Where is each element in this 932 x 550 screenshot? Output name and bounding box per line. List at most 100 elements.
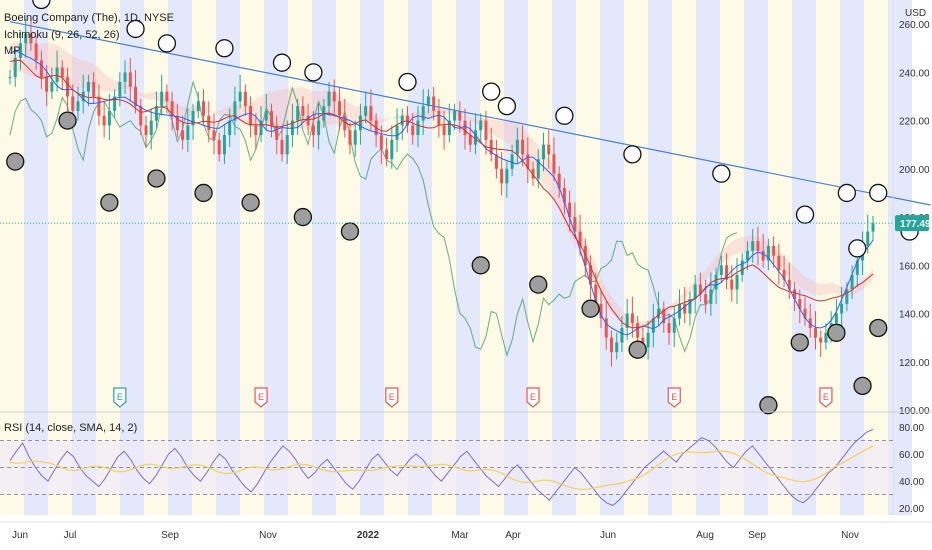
candle-body — [667, 323, 671, 333]
candle-body — [547, 144, 551, 155]
candle-body — [494, 154, 498, 169]
price-tick-label: 120.00 — [899, 358, 930, 369]
candle-body — [442, 125, 446, 136]
candle-body — [107, 110, 111, 126]
candle-body — [81, 91, 85, 102]
ichimoku-cloud — [10, 41, 873, 330]
candle-body — [458, 110, 462, 121]
candle-body — [113, 96, 117, 111]
earnings-marker — [819, 387, 833, 408]
candle-body — [343, 115, 347, 131]
candle-body — [615, 342, 619, 353]
candle-body — [332, 91, 336, 102]
candle-body — [824, 332, 828, 343]
candle-body — [505, 168, 509, 184]
candle-body — [196, 101, 200, 111]
candle-body — [254, 125, 258, 136]
candle-body — [395, 125, 399, 140]
mp-filled-circle — [581, 299, 600, 318]
candle-body — [698, 284, 702, 295]
candle-body — [338, 101, 342, 116]
candle-body — [693, 284, 697, 300]
candle-body — [191, 110, 195, 126]
time-tick-label: Jun — [12, 530, 28, 541]
mp-circles — [6, 0, 919, 415]
candle-body — [447, 120, 451, 136]
earnings-marker — [385, 387, 399, 408]
earnings-marker — [254, 387, 268, 408]
candle-body — [385, 149, 389, 160]
candle-body — [620, 328, 624, 343]
mp-open-circle — [869, 183, 888, 203]
candle-body — [369, 106, 373, 121]
candle-body — [60, 67, 64, 78]
mp-filled-circle — [759, 396, 778, 415]
candle-body — [55, 67, 59, 82]
candle-body — [39, 60, 43, 78]
candle-body — [735, 274, 739, 290]
earnings-label: E — [389, 392, 395, 402]
candle-body — [426, 96, 430, 107]
candle-body — [432, 96, 436, 111]
mp-open-circle — [126, 19, 145, 39]
mp-filled-circle — [58, 111, 77, 130]
mp-open-circle — [482, 82, 501, 101]
mp-filled-circle — [827, 323, 846, 342]
bg-stripe — [816, 0, 840, 515]
mp-open-circle — [272, 53, 292, 72]
bg-stripe — [288, 0, 312, 515]
candle-body — [651, 318, 655, 333]
ichimoku-lagging-span — [9, 80, 738, 358]
time-tick-label: Sep — [161, 530, 179, 541]
candle-body — [327, 91, 331, 107]
candle-body — [871, 223, 875, 232]
candle-body — [500, 168, 504, 184]
candle-body — [139, 106, 143, 126]
time-tick-label: Mar — [451, 530, 469, 541]
time-axis[interactable]: Jun Jul Sep Nov 2022 Mar Apr Jun Aug Sep Nov — [0, 521, 932, 541]
bg-stripe — [72, 0, 96, 515]
candle-body — [181, 130, 185, 140]
candle-body — [725, 265, 729, 280]
candle-body — [766, 246, 770, 261]
candle-body — [672, 318, 676, 333]
mp-filled-circle — [471, 256, 490, 275]
time-tick-label: Jul — [64, 530, 77, 541]
mp-filled-circle — [241, 193, 260, 212]
bg-stripe — [528, 0, 552, 515]
mp-filled-circle — [147, 169, 166, 188]
candle-body — [259, 120, 263, 136]
candle-body — [594, 284, 598, 304]
bg-stripe — [720, 0, 744, 515]
candle-body — [400, 115, 404, 126]
candle-body — [604, 318, 608, 338]
candle-body — [657, 308, 661, 319]
candle-body — [761, 250, 765, 261]
time-tick-label: Nov — [841, 530, 859, 541]
candle-body — [296, 106, 300, 121]
candle-body — [358, 115, 362, 131]
earnings-label: E — [530, 392, 536, 402]
bg-stripe — [864, 0, 888, 515]
mp-filled-circle — [853, 376, 872, 396]
candle-body — [222, 135, 226, 155]
rsi-tick-label: 80.00 — [899, 423, 924, 434]
candle-body — [609, 337, 613, 353]
candle-body — [688, 299, 692, 314]
candle-body — [243, 91, 247, 107]
candle-body — [353, 130, 357, 145]
candle-body — [787, 279, 791, 290]
price-tick-label: 240.00 — [899, 68, 930, 79]
earnings-marker — [667, 387, 681, 408]
earnings-marker — [526, 387, 540, 408]
bg-stripe — [336, 0, 360, 515]
ichimoku-lines — [9, 50, 874, 336]
bg-stripe — [648, 0, 672, 515]
trendline[interactable] — [9, 21, 931, 206]
mp-open-circle — [497, 96, 517, 116]
candle-body — [463, 120, 467, 136]
candle-body — [531, 168, 535, 179]
candle-body — [13, 57, 17, 78]
bg-stripe — [168, 0, 192, 515]
candle-body — [212, 130, 216, 140]
